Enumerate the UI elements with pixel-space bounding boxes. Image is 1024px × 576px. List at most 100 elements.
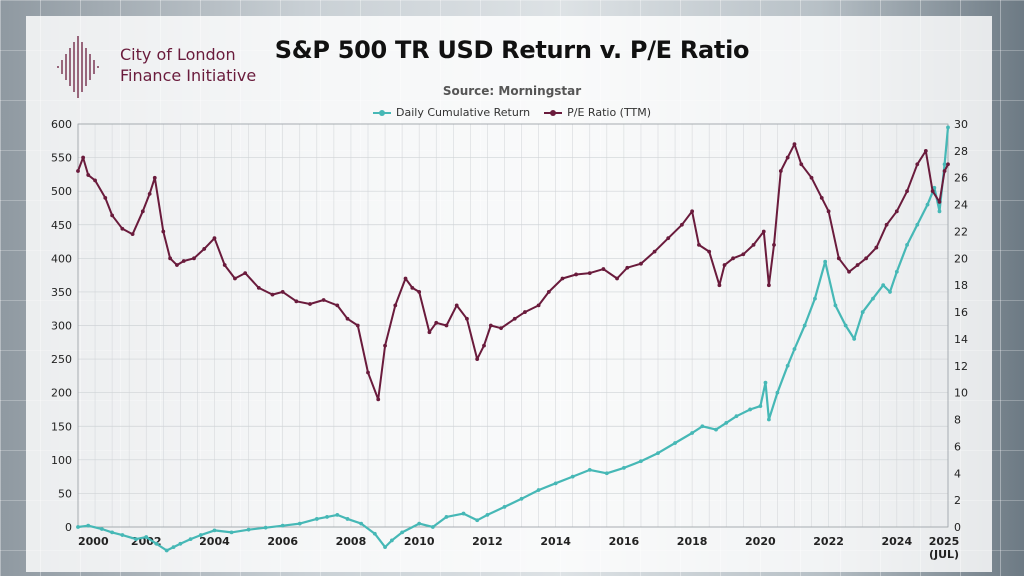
data-point-return [359,521,364,526]
data-point-pe [587,271,592,276]
data-point-return [656,451,660,456]
data-point-pe [690,209,695,214]
y-right-tick-label: 22 [954,225,968,238]
org-line1: City of London [120,45,236,64]
data-point-return [714,427,718,432]
data-point-pe [546,290,551,294]
data-point-pe [560,276,565,281]
data-point-pe [345,316,350,321]
data-point-return [734,414,739,419]
data-point-return [690,431,695,435]
x-tick-label: 2008 [336,535,367,548]
x-tick-label: 2012 [472,535,503,548]
legend-label-pe: P/E Ratio (TTM) [567,106,651,119]
series-line-pe [77,143,949,401]
x-tick-label: 2010 [404,535,435,548]
data-point-return [400,530,405,535]
data-point-pe [427,330,432,335]
y-right-tick-label: 12 [954,360,968,373]
data-point-return [246,527,251,532]
data-point-return [171,545,176,550]
y-right-tick-label: 10 [954,387,968,400]
data-point-pe [772,243,776,247]
y-right-tick-label: 20 [954,252,968,265]
data-point-return [86,523,91,528]
data-point-return [120,533,125,537]
data-point-return [536,488,541,492]
x-tick-label: 2024 [882,535,913,548]
data-point-return [724,420,729,425]
data-point-pe [499,326,503,331]
data-point-return [502,504,507,509]
data-point-return [372,531,377,536]
data-point-pe [454,303,459,308]
y-right-tick-label: 6 [954,440,961,453]
data-point-pe [482,343,486,348]
data-point-return [766,417,771,422]
data-point-pe [884,222,889,227]
data-point-pe [847,269,851,274]
data-point-pe [212,236,217,241]
data-point-return [792,347,797,351]
y-left-tick-label: 200 [51,387,72,400]
y-left-tick-label: 550 [51,152,72,165]
data-point-pe [766,283,771,288]
data-point-return [461,511,466,516]
data-point-pe [147,191,152,196]
data-point-return [802,323,807,328]
data-point-pe [81,155,86,160]
data-point-return [700,424,705,429]
data-point-pe [809,175,814,180]
y-left-tick-label: 400 [51,252,72,265]
data-point-pe [417,290,422,294]
data-point-return [314,517,319,521]
data-point-return [785,363,790,368]
data-point-return [932,185,937,190]
data-point-pe [819,195,824,200]
y-left-tick-label: 600 [51,118,72,131]
y-left-tick-label: 450 [51,219,72,232]
data-point-pe [512,316,517,321]
data-point-return [144,535,149,539]
data-point-pe [161,229,166,234]
x-tick-label: 2025 [929,535,960,548]
data-point-return [860,310,865,314]
org-line2: Finance Initiative [120,66,257,85]
data-point-pe [722,263,727,267]
y-left-tick-label: 50 [58,487,72,500]
data-point-return [673,441,677,445]
data-point-return [519,496,524,501]
data-point-pe [181,259,186,263]
data-point-return [389,538,394,543]
data-point-return [475,518,480,523]
data-point-return [110,530,115,535]
data-point-pe [256,285,261,290]
x-tick-label: 2020 [745,535,776,548]
data-point-pe [731,256,735,261]
data-point-return [76,525,80,529]
data-point-return [430,525,435,529]
y-right-tick-label: 0 [954,521,961,534]
data-point-pe [410,285,415,290]
data-point-return [297,521,302,526]
y-right-tick-label: 16 [954,306,968,319]
data-point-pe [536,303,541,308]
y-left-tick-label: 300 [51,320,72,333]
data-point-pe [799,162,804,167]
legend-label-return: Daily Cumulative Return [396,106,531,119]
data-point-return [164,548,169,553]
y-right-tick-label: 14 [954,333,968,346]
data-point-return [604,471,609,476]
legend-swatch-pe [544,109,563,116]
data-point-return [942,162,947,167]
data-point-return [345,517,350,521]
y-right-tick-label: 8 [954,414,961,427]
data-point-return [587,468,592,472]
data-point-return [99,527,104,531]
data-point-return [813,296,817,301]
y-right-tick-label: 24 [954,199,968,212]
legend-item-pe: P/E Ratio (TTM) [544,106,651,119]
data-point-pe [366,370,370,375]
data-point-pe [785,155,790,160]
